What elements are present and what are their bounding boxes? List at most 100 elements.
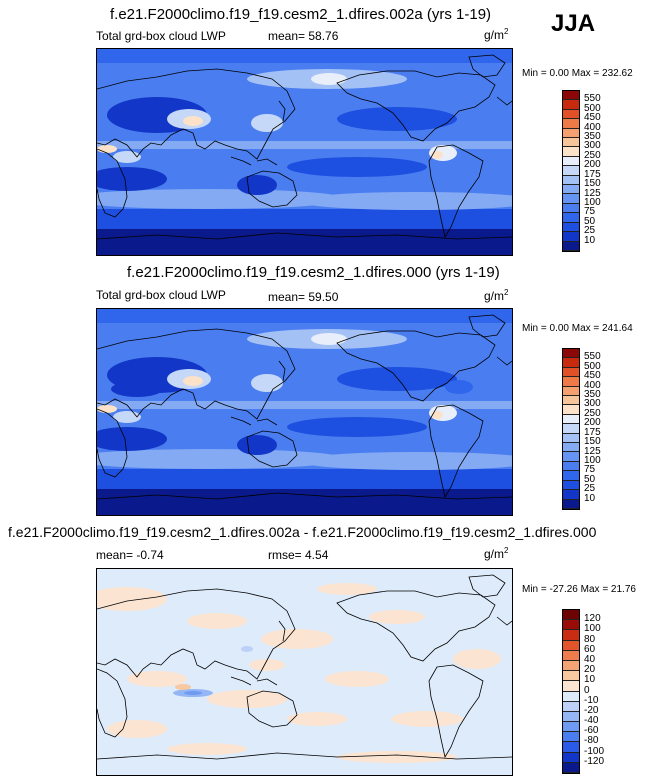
colorbar-tick-label: 75 [584,464,596,476]
panel3-map [96,568,513,776]
coastline [278,100,286,122]
colorbar-tick-label: 25 [584,483,596,495]
coastline [246,170,298,208]
colorbar-swatch [563,156,579,167]
coastline [278,620,286,642]
colorbar-tick-label: 550 [584,93,601,105]
colorbar-tick-label: 80 [584,633,596,645]
colorbar-swatch [563,752,579,763]
colorbar-tick-label: 200 [584,417,601,429]
colorbar-swatch [563,386,579,397]
panel1-minmax: Min = 0.00 Max = 232.62 [522,68,633,79]
panel2-variable: Total grd-box cloud LWP [96,288,226,302]
colorbar-swatch [563,222,579,233]
colorbar-swatch [563,461,579,472]
colorbar-tick-label: -80 [584,735,599,747]
coastline [336,330,496,402]
coastline [496,356,512,366]
coastline [230,416,278,426]
panel1-mean: mean= 58.76 [268,29,339,43]
panel2-title: f.e21.F2000climo.f19_f19.cesm2_1.dfires.… [127,264,500,281]
colorbar-swatch [563,396,579,406]
colorbar-swatch [563,732,579,743]
colorbar-tick-label: 150 [584,436,601,448]
colorbar-swatch [563,100,579,110]
colorbar-tick-label: 0 [584,684,590,696]
colorbar-swatch [563,480,579,491]
colorbar-swatch [563,630,579,641]
colorbar-tick-label: 150 [584,178,601,190]
colorbar-swatch [563,471,579,481]
coastline [97,328,296,420]
panel3-units: g/m2 [484,546,509,561]
colorbar-swatch [563,185,579,195]
colorbar-tick-label: 100 [584,196,601,208]
colorbar-tick-label: 20 [584,664,596,676]
colorbar-swatch [563,128,579,139]
colorbar-swatch [563,640,579,651]
colorbar-swatch [563,650,579,661]
colorbar-tick-label: -10 [584,694,599,706]
coastline [336,70,496,142]
colorbar-tick-label: 300 [584,140,601,152]
coastline [97,668,128,738]
coastline [428,144,484,239]
colorbar-tick-label: 10 [584,492,596,504]
colorbar-swatch [563,414,579,425]
colorbar-tick-label: 350 [584,389,601,401]
colorbar-swatch [563,620,579,631]
colorbar-tick-label: 400 [584,379,601,391]
panel1-title: f.e21.F2000climo.f19_f19.cesm2_1.dfires.… [110,6,492,23]
colorbar-tick-label: 40 [584,653,596,665]
colorbar-tick-label: 120 [584,613,601,625]
colorbar-tick-label: 250 [584,407,601,419]
colorbar-tick-label: 50 [584,473,596,485]
colorbar-swatch [563,691,579,702]
colorbar-swatch [563,762,579,773]
colorbar-swatch [563,241,579,251]
colorbar-tick-label: -60 [584,725,599,737]
coastline [97,588,296,680]
colorbar-swatch [563,499,579,509]
coastline [97,232,512,240]
colorbar-swatch [563,490,579,500]
panel1-colorbar [562,90,580,252]
coastline [230,156,278,166]
panel1-variable: Total grd-box cloud LWP [96,29,226,43]
coastline [230,676,278,686]
panel2-map [96,308,513,516]
colorbar-tick-label: 500 [584,360,601,372]
coastline [97,492,512,500]
colorbar-tick-label: 500 [584,102,601,114]
colorbar-swatch [563,681,579,692]
colorbar-tick-label: 175 [584,168,601,180]
colorbar-tick-label: 250 [584,149,601,161]
colorbar-tick-label: 25 [584,225,596,237]
coastline [468,314,506,338]
colorbar-swatch [563,443,579,453]
colorbar-swatch [563,701,579,712]
colorbar-swatch [563,367,579,378]
colorbar-swatch [563,349,579,359]
coastline [496,96,512,106]
colorbar-swatch [563,358,579,368]
colorbar-tick-label: 550 [584,351,601,363]
colorbar-swatch [563,377,579,387]
panel3-mean: mean= -0.74 [96,548,164,562]
colorbar-tick-label: -40 [584,715,599,727]
panel1-units: g/m2 [484,27,509,42]
colorbar-tick-label: 175 [584,426,601,438]
colorbar-tick-label: 125 [584,187,601,199]
coastline [97,148,128,218]
coastline [97,68,296,160]
coastline [278,360,286,382]
panel3-colorbar [562,609,580,774]
colorbar-swatch [563,424,579,434]
coastline [496,616,512,626]
colorbar-tick-label: 100 [584,454,601,466]
colorbar-tick-label: 50 [584,215,596,227]
colorbar-swatch [563,91,579,101]
panel2-mean: mean= 59.50 [268,290,339,304]
colorbar-tick-label: 10 [584,234,596,246]
colorbar-swatch [563,138,579,148]
